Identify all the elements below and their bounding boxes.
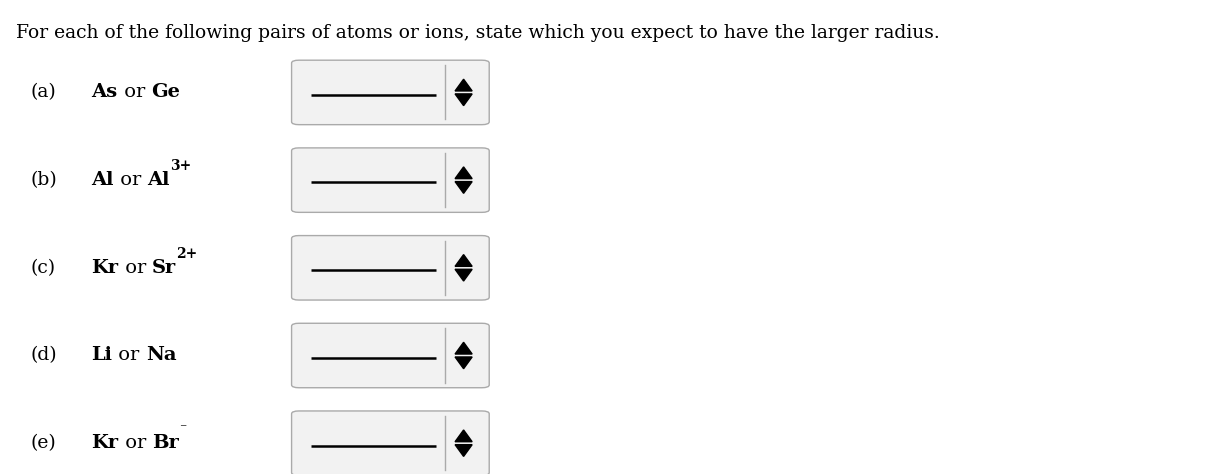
FancyBboxPatch shape	[292, 148, 489, 212]
FancyBboxPatch shape	[292, 60, 489, 125]
Text: Kr: Kr	[92, 434, 118, 452]
Text: Sr: Sr	[152, 259, 177, 277]
Text: Al: Al	[148, 171, 170, 189]
Text: As: As	[92, 83, 117, 101]
Text: Br: Br	[152, 434, 179, 452]
Polygon shape	[455, 94, 472, 106]
Polygon shape	[455, 255, 472, 266]
Polygon shape	[455, 342, 472, 354]
Text: Kr: Kr	[92, 259, 118, 277]
Text: (b): (b)	[30, 171, 57, 189]
Text: ⁻: ⁻	[179, 422, 187, 436]
Text: 2+: 2+	[177, 246, 198, 261]
Text: Li: Li	[92, 346, 112, 365]
Text: (c): (c)	[30, 259, 56, 277]
Text: or: or	[112, 346, 146, 365]
Polygon shape	[455, 182, 472, 193]
Text: (a): (a)	[30, 83, 56, 101]
Text: or: or	[118, 259, 152, 277]
Text: 3+: 3+	[170, 159, 192, 173]
FancyBboxPatch shape	[292, 236, 489, 300]
Text: or: or	[118, 434, 152, 452]
Text: Ge: Ge	[151, 83, 181, 101]
Polygon shape	[455, 79, 472, 91]
Text: Al: Al	[92, 171, 113, 189]
FancyBboxPatch shape	[292, 323, 489, 388]
Polygon shape	[455, 445, 472, 456]
Text: or: or	[113, 171, 148, 189]
Text: (e): (e)	[30, 434, 56, 452]
Text: For each of the following pairs of atoms or ions, state which you expect to have: For each of the following pairs of atoms…	[16, 24, 939, 42]
Polygon shape	[455, 430, 472, 442]
Polygon shape	[455, 167, 472, 179]
FancyBboxPatch shape	[292, 411, 489, 474]
Text: Na: Na	[146, 346, 177, 365]
Polygon shape	[455, 269, 472, 281]
Text: (d): (d)	[30, 346, 57, 365]
Text: or: or	[117, 83, 151, 101]
Polygon shape	[455, 357, 472, 369]
